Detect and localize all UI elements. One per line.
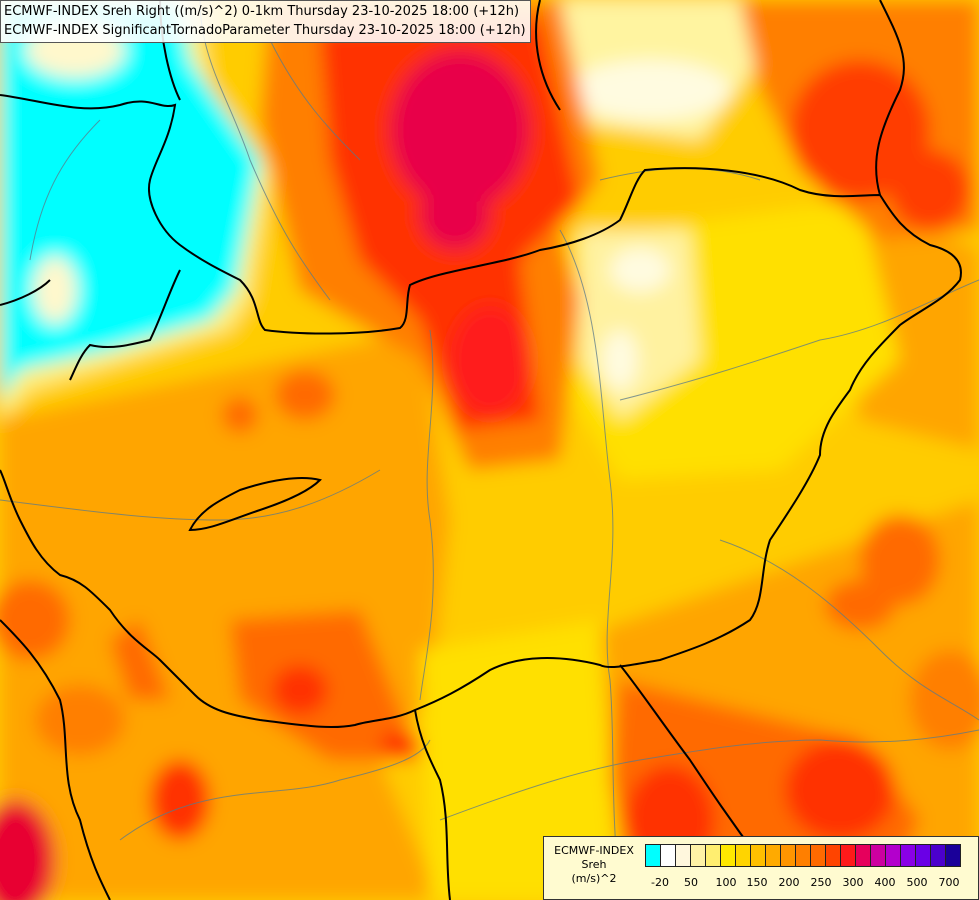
legend-swatch — [810, 844, 826, 867]
legend-swatch — [720, 844, 736, 867]
legend-swatch — [765, 844, 781, 867]
legend-tick-label: 150 — [746, 876, 768, 889]
legend-title-line3: (m/s)^2 — [571, 872, 617, 885]
legend-swatch — [705, 844, 721, 867]
map-title-line1: ECMWF-INDEX Sreh Right ((m/s)^2) 0-1km T… — [4, 4, 520, 19]
legend-tick-label: 400 — [874, 876, 896, 889]
legend-swatch — [945, 844, 961, 867]
legend-title: ECMWF-INDEX Sreh (m/s)^2 — [546, 844, 642, 886]
legend-tick-label: 50 — [684, 876, 698, 889]
map-title-box: ECMWF-INDEX Sreh Right ((m/s)^2) 0-1km T… — [0, 0, 531, 43]
legend-tick-label: 100 — [715, 876, 737, 889]
legend-swatch — [900, 844, 916, 867]
legend-swatch — [675, 844, 691, 867]
legend-swatch — [825, 844, 841, 867]
legend-swatch — [660, 844, 676, 867]
legend-swatch — [735, 844, 751, 867]
legend-tick-label: 250 — [810, 876, 832, 889]
legend-tick-labels: -20 50 100 150 200 250 300 400 500 700 — [645, 876, 975, 890]
legend-swatch — [750, 844, 766, 867]
legend-title-line1: ECMWF-INDEX — [554, 844, 634, 857]
legend-swatch — [855, 844, 871, 867]
legend-title-line2: Sreh — [581, 858, 607, 871]
legend-tick-label: -20 — [651, 876, 669, 889]
legend-tick-label: 700 — [938, 876, 960, 889]
legend-swatch — [780, 844, 796, 867]
legend-swatch — [930, 844, 946, 867]
legend-tick-label: 500 — [906, 876, 928, 889]
legend-tick-label: 300 — [842, 876, 864, 889]
legend-swatch — [690, 844, 706, 867]
legend-swatch — [645, 844, 661, 867]
map-title-line2: ECMWF-INDEX SignificantTornadoParameter … — [4, 23, 526, 38]
color-legend: ECMWF-INDEX Sreh (m/s)^2 -20 50 100 150 200 2… — [543, 836, 979, 900]
legend-tick-label: 200 — [778, 876, 800, 889]
legend-swatch — [870, 844, 886, 867]
legend-swatch — [915, 844, 931, 867]
legend-color-bar — [645, 844, 961, 867]
legend-swatch — [795, 844, 811, 867]
legend-swatch — [885, 844, 901, 867]
legend-swatch — [840, 844, 856, 867]
